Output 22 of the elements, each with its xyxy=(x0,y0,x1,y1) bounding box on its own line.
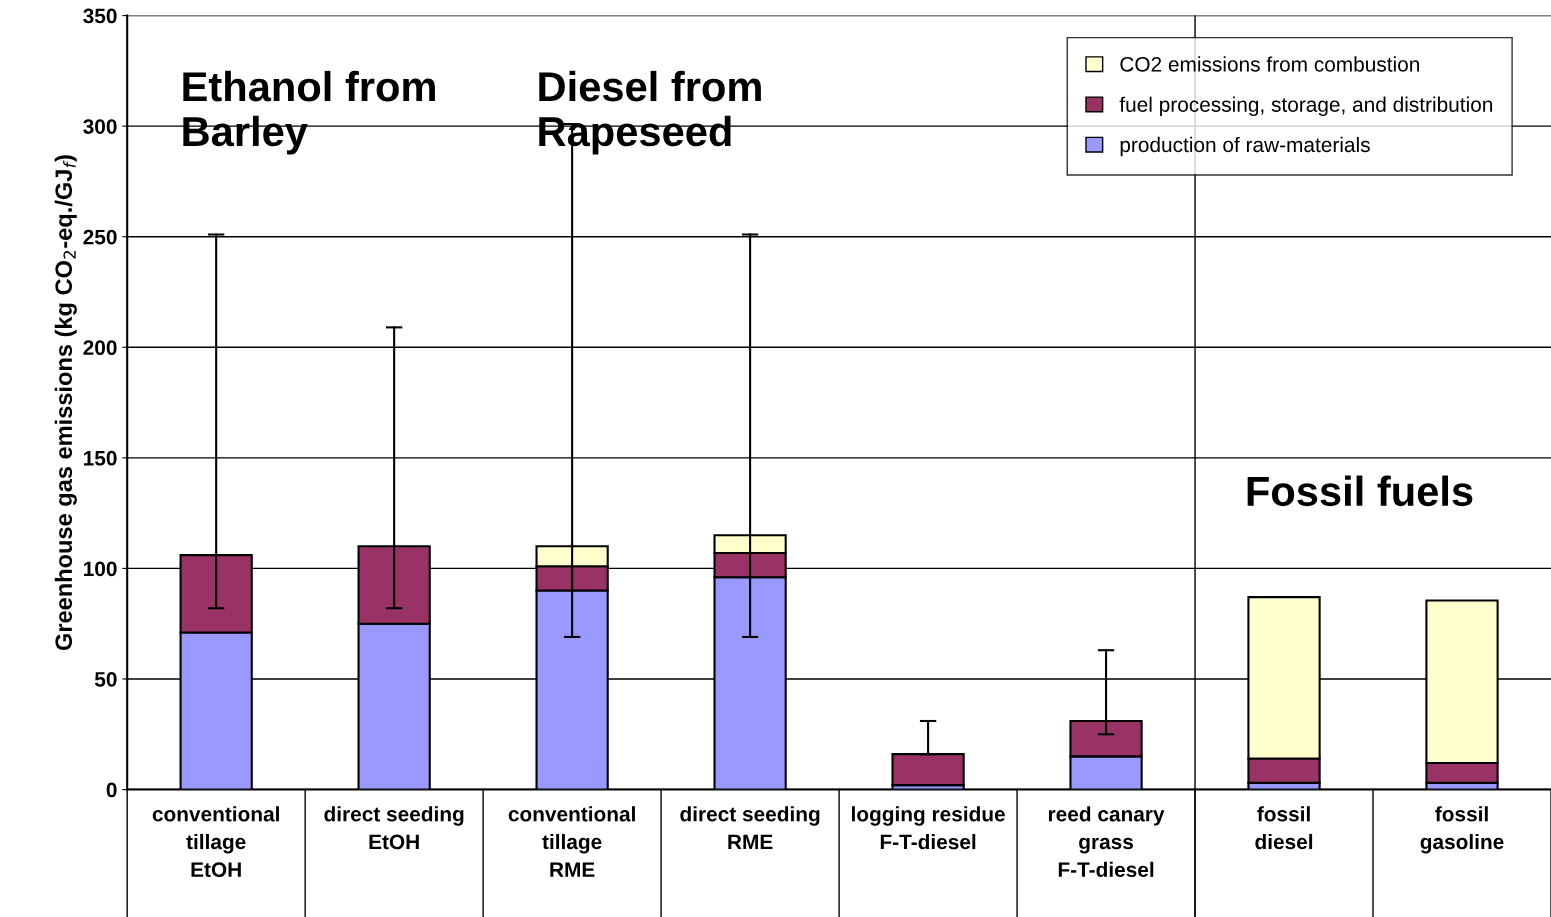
y-tick-label: 250 xyxy=(83,229,117,245)
annotation: Ethanol from Barley xyxy=(183,70,435,155)
legend-label: production of raw-materials xyxy=(1120,136,1370,157)
x-tick-label: reed canary grass F-T-diesel xyxy=(1048,806,1165,878)
y-tick-label: 0 xyxy=(106,782,117,798)
y-tick-label: 100 xyxy=(84,561,117,577)
y-tick-label: 50 xyxy=(94,671,117,687)
y-tick-label: 200 xyxy=(83,340,117,356)
x-tick-label: conventional tillage RME xyxy=(508,806,635,877)
x-tick-label: fossil diesel xyxy=(1255,806,1313,850)
y-axis-title: Greenhouse gas emissions (kg CO$_{2}$-eq./GJ$_{f}$) xyxy=(54,155,77,651)
y-tick-label: 350 xyxy=(83,8,117,24)
legend-label: CO2 emissions from combustion xyxy=(1120,56,1419,72)
x-tick-label: direct seeding RME xyxy=(680,806,820,850)
x-tick-label: conventional tillage EtOH xyxy=(152,806,279,878)
x-tick-label: direct seeding EtOH xyxy=(324,806,464,850)
annotation: Fossil fuels xyxy=(1247,475,1473,507)
y-tick-label: 300 xyxy=(83,119,117,134)
y-tick-label: 150 xyxy=(84,450,117,466)
legend-label: fuel processing, storage, and distribution xyxy=(1119,96,1493,117)
x-tick-label: logging residue F-T-diesel xyxy=(851,806,1005,850)
x-tick-label: fossil gasoline xyxy=(1420,806,1504,854)
